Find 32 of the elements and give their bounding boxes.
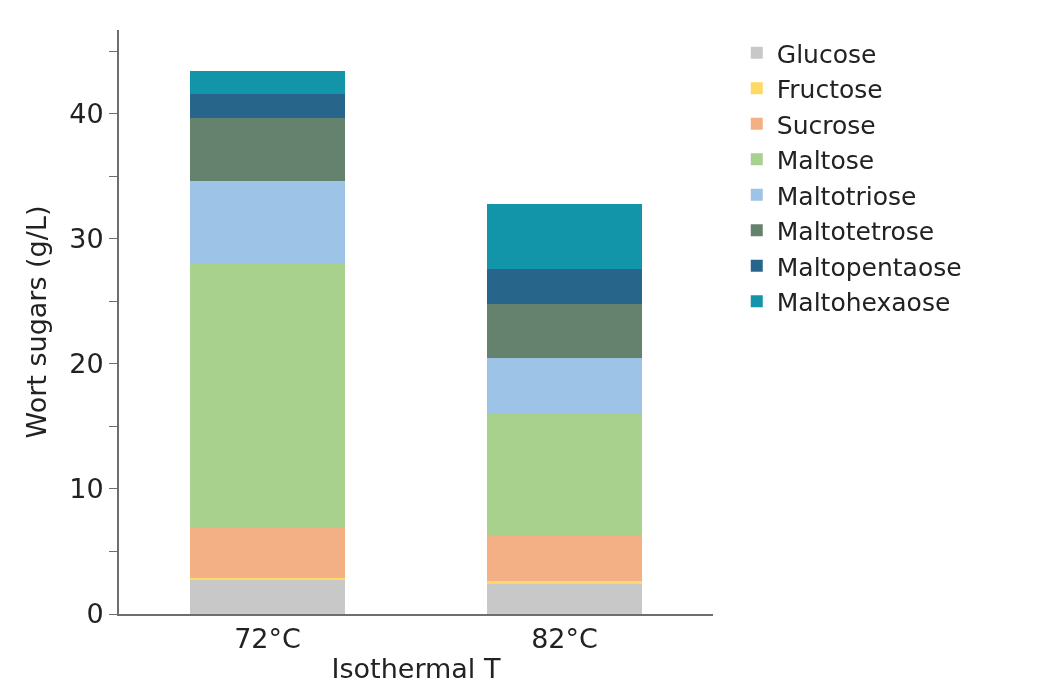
bar — [190, 262, 345, 528]
y-axis-title: Wort sugars (g/L) — [20, 205, 52, 439]
bar — [487, 357, 642, 414]
bar — [190, 580, 345, 614]
legend-label: Fructose — [776, 75, 883, 104]
legend-label: Maltose — [776, 146, 875, 175]
bar — [487, 203, 642, 269]
bar — [190, 181, 345, 263]
bar — [487, 536, 642, 582]
bar — [487, 581, 642, 584]
y-tick-label: 20 — [69, 348, 104, 380]
y-tick-label: 0 — [86, 598, 104, 630]
y-tick-label: 30 — [69, 223, 104, 255]
y-tick-label: 10 — [69, 473, 104, 505]
bar — [487, 268, 642, 304]
x-axis-title: Isothermal T — [331, 653, 501, 685]
y-tick-label: 40 — [69, 98, 104, 130]
bar — [190, 117, 345, 182]
x-tick-label: 82°C — [531, 623, 598, 655]
legend-label: Glucose — [776, 39, 877, 69]
x-tick-label: 72°C — [234, 623, 301, 655]
bar — [487, 303, 642, 358]
legend-label: Sucrose — [776, 110, 876, 140]
legend-label: Maltotetrose — [776, 217, 935, 246]
legend-label: Maltopentaose — [776, 252, 962, 282]
bar — [190, 93, 345, 118]
bar — [487, 583, 642, 614]
bar — [487, 413, 642, 537]
bar — [190, 527, 345, 578]
bar — [190, 71, 345, 94]
legend-label: Maltotriose — [776, 181, 917, 211]
legend-label: Maltohexaose — [776, 288, 951, 317]
